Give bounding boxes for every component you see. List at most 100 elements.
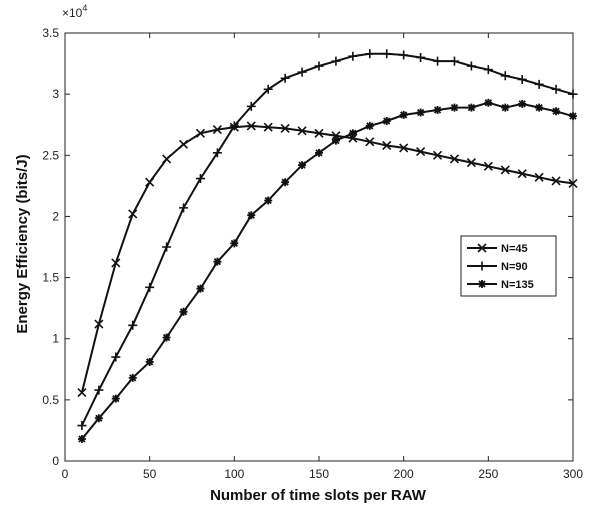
y-tick-label: 2.5 — [42, 148, 59, 162]
data-point-star-core — [350, 131, 356, 136]
y-multiplier-label: ×104 — [62, 3, 87, 20]
data-point-star-core — [147, 359, 152, 365]
data-point-star-core — [79, 436, 85, 442]
data-point-plus-marker — [94, 385, 104, 395]
data-point-plus-marker — [229, 121, 239, 131]
data-point-star-core — [266, 198, 271, 203]
legend-item: N=90 — [467, 261, 528, 273]
data-point-x-marker — [111, 258, 121, 268]
data-point-x-marker — [500, 165, 510, 175]
y-tick-label: 3 — [52, 87, 59, 101]
data-point-plus-marker — [297, 67, 307, 77]
data-point-star-core — [479, 281, 485, 287]
x-tick-label: 300 — [563, 467, 583, 481]
data-point-star-core — [384, 118, 389, 124]
data-point-plus-marker — [433, 56, 443, 66]
legend-label: N=45 — [501, 243, 528, 255]
data-point-x-marker — [568, 178, 578, 188]
data-point-star-core — [316, 150, 322, 156]
series-line — [80, 52, 574, 426]
y-tick-label: 0.5 — [42, 393, 59, 407]
data-point-x-marker — [145, 177, 155, 187]
data-point-star-core — [418, 110, 423, 115]
y-tick-label: 3.5 — [42, 26, 59, 40]
data-point-x-marker — [551, 176, 561, 186]
data-point-plus-marker — [280, 73, 290, 83]
data-point-x-marker — [128, 209, 138, 219]
x-tick-label: 250 — [478, 467, 498, 481]
data-point-plus-marker — [382, 49, 392, 59]
data-point-plus-marker — [179, 203, 189, 213]
legend-item: N=135 — [467, 279, 534, 291]
y-multiplier-exponent: 4 — [82, 3, 87, 13]
data-point-plus-marker — [483, 65, 493, 75]
data-point-star-core — [469, 105, 474, 110]
data-point-star-core — [333, 138, 339, 143]
data-point-plus-marker — [77, 421, 87, 431]
data-point-x-marker — [178, 139, 189, 149]
data-point-x-marker — [517, 169, 527, 179]
data-point-plus-marker — [399, 50, 409, 60]
data-point-plus-marker — [246, 101, 256, 111]
data-point-plus-marker — [568, 89, 578, 99]
legend-item: N=45 — [467, 243, 528, 255]
data-point-star-core — [181, 309, 186, 315]
data-point-x-marker — [534, 172, 544, 182]
data-point-x-marker — [195, 128, 206, 138]
data-point-x-marker — [449, 154, 460, 164]
data-point-plus-marker — [263, 84, 273, 94]
data-point-star-core — [113, 396, 119, 401]
data-point-plus-marker — [331, 56, 341, 66]
data-point-x-marker — [280, 123, 290, 133]
y-axis-label: Energy Efficiency (bits/J) — [14, 154, 31, 333]
legend-label: N=135 — [501, 279, 534, 291]
data-point-star-core — [282, 179, 288, 185]
data-point-plus-marker — [365, 49, 375, 59]
data-point-x-marker — [162, 154, 172, 164]
series-n-90 — [77, 49, 578, 431]
y-tick-label: 1.5 — [42, 271, 59, 285]
data-point-plus-marker — [195, 174, 205, 184]
data-point-plus-marker — [500, 71, 510, 81]
data-point-star-core — [232, 241, 237, 246]
series-n-45 — [77, 121, 578, 398]
y-tick-label: 2 — [52, 209, 59, 223]
data-point-x-marker — [365, 137, 375, 147]
data-point-plus-marker — [348, 51, 358, 61]
data-point-plus-marker — [449, 56, 459, 66]
data-point-plus-marker — [128, 320, 138, 330]
data-point-star-core — [435, 107, 440, 113]
data-point-x-marker — [94, 319, 104, 329]
data-point-plus-marker — [212, 148, 222, 158]
data-point-star-core — [570, 113, 576, 119]
data-point-x-marker — [263, 122, 273, 132]
data-point-star-core — [452, 105, 457, 110]
data-point-x-marker — [212, 125, 222, 135]
data-point-plus-marker — [314, 61, 324, 71]
data-point-x-marker — [77, 387, 87, 398]
data-point-x-marker — [314, 128, 324, 138]
data-point-plus-marker — [551, 84, 561, 94]
data-point-star-core — [367, 123, 372, 129]
data-point-plus-marker — [534, 79, 544, 89]
data-point-star-core — [96, 416, 102, 421]
data-point-star-core — [198, 286, 203, 291]
x-tick-label: 200 — [394, 467, 414, 481]
y-tick-label: 1 — [52, 332, 59, 346]
data-point-star-core — [249, 213, 254, 218]
data-point-star-core — [553, 109, 559, 114]
data-point-x-marker — [466, 158, 476, 168]
data-point-star-core — [536, 105, 542, 110]
data-point-plus-marker — [517, 74, 527, 84]
data-point-x-marker — [477, 243, 487, 253]
data-point-star-core — [215, 259, 220, 264]
data-point-x-marker — [432, 150, 443, 160]
data-point-x-marker — [246, 121, 256, 131]
data-point-star-core — [299, 162, 305, 168]
data-point-x-marker — [382, 140, 392, 151]
data-point-plus-marker — [416, 52, 426, 62]
data-point-star-core — [130, 375, 135, 381]
y-tick-label: 0 — [52, 454, 59, 468]
series-n-135 — [77, 98, 577, 443]
